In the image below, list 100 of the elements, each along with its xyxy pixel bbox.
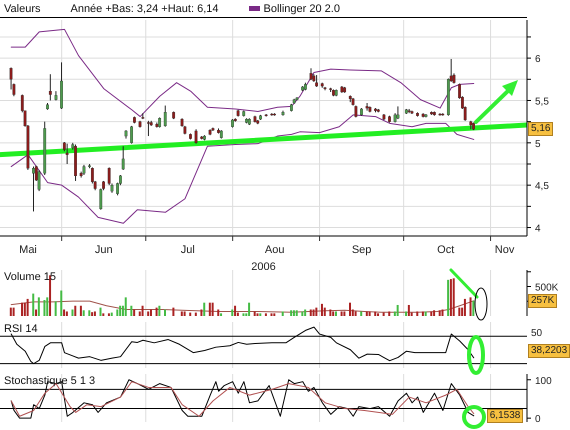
bar xyxy=(334,311,337,316)
bar xyxy=(450,279,452,316)
bar xyxy=(422,311,424,316)
bar xyxy=(60,290,62,316)
bar xyxy=(320,304,323,316)
bar xyxy=(343,311,346,316)
bar xyxy=(116,310,118,316)
x-tick-label: Nov xyxy=(494,244,515,256)
bar xyxy=(304,310,306,316)
bar xyxy=(46,297,48,316)
text: 38,2203 xyxy=(528,344,570,358)
bar xyxy=(220,313,222,316)
bar xyxy=(147,311,150,316)
bar xyxy=(231,310,234,316)
candlestick xyxy=(147,120,150,137)
candlestick xyxy=(158,116,162,128)
candlestick xyxy=(310,68,312,81)
bar xyxy=(368,311,371,316)
bar xyxy=(324,308,326,316)
bar xyxy=(102,313,104,316)
bar xyxy=(282,311,284,316)
text: 50 xyxy=(531,328,542,339)
bar xyxy=(408,304,410,316)
bar xyxy=(396,304,399,316)
bar xyxy=(248,302,250,316)
bar xyxy=(38,297,40,316)
bar xyxy=(24,302,26,316)
bar xyxy=(124,297,127,316)
chart-title: RSI 14 xyxy=(4,323,38,335)
y-tick-label: 4 xyxy=(535,224,541,235)
bar xyxy=(94,311,96,316)
bar xyxy=(416,311,418,316)
x-tick-label: Jul xyxy=(180,244,195,256)
candlestick xyxy=(194,128,198,144)
bar xyxy=(366,311,368,316)
bar xyxy=(212,302,214,316)
x-tick-label: Aou xyxy=(264,244,284,256)
bar xyxy=(340,311,343,316)
candlestick xyxy=(122,146,125,170)
bar xyxy=(194,312,197,316)
candlestick xyxy=(32,166,35,212)
y-tick-label: 4,5 xyxy=(535,181,550,192)
y-tick-label: 5 xyxy=(535,138,541,150)
bar xyxy=(208,302,211,316)
candlestick xyxy=(354,105,358,118)
bar xyxy=(54,301,57,316)
bar xyxy=(133,310,136,316)
line-series xyxy=(10,28,474,118)
bar xyxy=(264,313,267,316)
bar xyxy=(12,308,15,316)
bar xyxy=(354,311,357,316)
bar xyxy=(150,310,152,316)
bar xyxy=(43,300,46,316)
bar xyxy=(315,308,318,316)
x-tick-label: Oct xyxy=(437,244,454,256)
bar xyxy=(158,306,160,316)
bar xyxy=(270,313,273,316)
bar xyxy=(301,311,304,316)
bar xyxy=(156,308,158,316)
bar xyxy=(35,310,38,316)
x-tick-label: Mai xyxy=(19,244,37,256)
y-tick-label: 100 xyxy=(535,376,552,387)
bar xyxy=(452,278,455,316)
candlestick xyxy=(315,74,318,88)
line-series xyxy=(10,114,474,224)
bar xyxy=(388,311,390,316)
bar xyxy=(189,312,192,316)
bar xyxy=(10,308,12,316)
bar xyxy=(164,310,166,316)
candlestick xyxy=(130,125,134,144)
chart-title: Stochastique 5 1 3 xyxy=(4,375,96,387)
bar xyxy=(234,306,236,316)
y-tick-label: 0 xyxy=(535,414,541,426)
bar xyxy=(377,313,380,316)
candlestick xyxy=(164,105,167,128)
bar xyxy=(447,280,450,316)
bar xyxy=(292,310,295,316)
bar xyxy=(310,310,312,316)
y-tick-label: 5,5 xyxy=(535,96,550,108)
bar xyxy=(458,308,460,316)
bar xyxy=(296,310,298,316)
legend-label: Bollinger 20 2.0 xyxy=(262,2,340,14)
bar xyxy=(360,311,362,316)
x-axis-title: 2006 xyxy=(251,261,276,273)
bar xyxy=(88,310,90,316)
bar xyxy=(256,313,258,316)
bar xyxy=(26,298,29,316)
annotation: 5,16 xyxy=(528,122,554,136)
candlestick xyxy=(48,74,52,101)
bar xyxy=(424,311,427,316)
bar xyxy=(130,306,132,316)
y-tick-label: 500K xyxy=(535,282,559,294)
bar xyxy=(91,312,94,316)
candlestick xyxy=(82,164,86,176)
bar xyxy=(142,306,144,316)
bar xyxy=(180,311,183,316)
chart-title: Valeurs xyxy=(4,2,40,14)
bar xyxy=(184,311,186,316)
bar xyxy=(332,311,334,316)
text: Année +Bas: 3,24 +Haut: 6,14 xyxy=(70,2,218,14)
